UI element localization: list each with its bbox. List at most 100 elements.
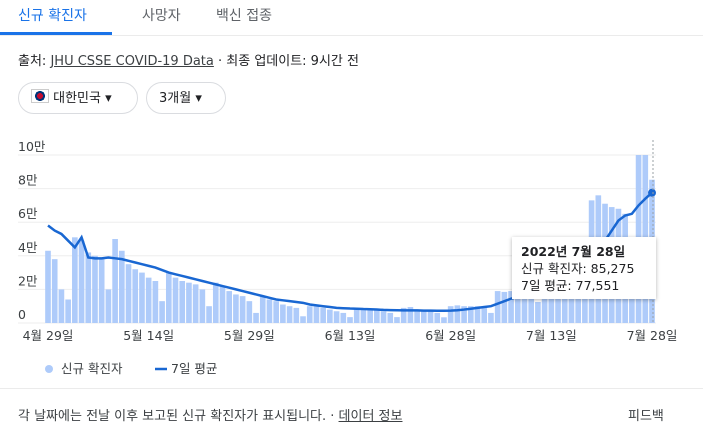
tab-indicator (0, 32, 112, 35)
bar (246, 301, 253, 323)
tab[interactable]: 사망자 (142, 8, 181, 24)
bar (199, 289, 206, 323)
bar (481, 307, 488, 323)
y-tick-label: 2만 (18, 273, 38, 288)
x-tick-label: 5월 29일 (224, 328, 275, 343)
bar (508, 291, 514, 323)
bar (306, 306, 313, 323)
bar (132, 269, 139, 323)
dropdown-label: 3개월 (159, 91, 192, 106)
y-tick-label: 10만 (18, 140, 46, 154)
bar (226, 291, 233, 323)
bar (394, 317, 400, 323)
bar (447, 306, 454, 323)
period-dropdown[interactable]: 3개월 ▾ (146, 82, 226, 114)
source-link[interactable]: JHU CSSE COVID-19 Data (50, 54, 214, 69)
bar (461, 306, 467, 323)
bar (293, 307, 300, 323)
bar (280, 304, 286, 323)
source-prefix: 출처: (18, 54, 47, 69)
tooltip-line: 7일 평균: 77,551 (521, 278, 620, 293)
bar (313, 306, 320, 323)
bar (320, 307, 326, 323)
bar (286, 306, 293, 323)
bar (400, 307, 407, 323)
bar (159, 301, 165, 323)
bar (172, 277, 179, 323)
tab[interactable]: 백신 접종 (216, 8, 272, 24)
divider (0, 35, 703, 36)
bar (521, 289, 528, 323)
bar (427, 311, 434, 323)
y-tick-label: 8만 (18, 173, 38, 188)
legend-label: 신규 확진자 (61, 361, 123, 376)
bar (51, 259, 58, 323)
bar (85, 252, 92, 323)
y-tick-label: 6만 (18, 206, 38, 221)
x-tick-label: 6월 13일 (325, 328, 376, 343)
bar (380, 311, 387, 323)
bar (582, 279, 588, 323)
bar (206, 306, 212, 323)
bar (514, 291, 521, 323)
bar (528, 289, 535, 323)
bar (112, 239, 118, 323)
bar (467, 306, 474, 323)
x-tick-label: 7월 13일 (526, 328, 577, 343)
bar (347, 317, 353, 323)
bar (165, 272, 172, 323)
bar (259, 296, 266, 323)
bar (119, 250, 125, 323)
bar (253, 312, 259, 323)
bar (179, 281, 186, 323)
bar (387, 312, 394, 323)
bar (78, 240, 85, 323)
bar (494, 291, 501, 323)
bar (186, 282, 192, 323)
tooltip-date: 2022년 7월 28일 (521, 244, 626, 259)
bar (367, 309, 373, 323)
bar (125, 264, 132, 323)
bar (266, 299, 273, 323)
bar (65, 299, 71, 323)
bar (152, 281, 159, 323)
bar (454, 305, 461, 323)
legend-label: 7일 평균 (171, 361, 217, 376)
bar (92, 255, 98, 323)
bar (273, 301, 279, 323)
bar (441, 317, 447, 323)
bar (58, 289, 65, 323)
bar (488, 312, 494, 323)
bar (239, 296, 246, 323)
tooltip-line: 신규 확진자: 85,275 (521, 261, 635, 276)
footer-note: 각 날짜에는 전날 이후 보고된 신규 확진자가 표시됩니다. · 데이터 정보 (18, 405, 402, 424)
bar (233, 294, 239, 323)
bar (219, 286, 226, 323)
x-tick-label: 4월 29일 (23, 328, 74, 343)
bar (340, 312, 347, 323)
bar (45, 250, 51, 323)
y-tick-label: 4만 (18, 240, 38, 255)
bar (353, 307, 360, 323)
bar (212, 282, 219, 323)
data-info-link[interactable]: 데이터 정보 (338, 409, 403, 424)
bar (474, 306, 481, 323)
tab[interactable]: 신규 확진자 (18, 8, 87, 24)
x-tick-label: 5월 14일 (123, 328, 174, 343)
flag (31, 89, 49, 103)
bar (192, 284, 199, 323)
dropdown-label: 대한민국 (53, 91, 101, 106)
tooltip: 2022년 7월 28일 신규 확진자: 85,275 7일 평균: 77,55… (512, 237, 656, 299)
bar (72, 237, 78, 323)
country-dropdown[interactable]: 대한민국 ▾ (18, 82, 138, 114)
bar (501, 291, 508, 323)
bar (333, 311, 340, 323)
feedback[interactable]: 피드백 (628, 409, 664, 424)
x-tick-label: 6월 28일 (425, 328, 476, 343)
bar (139, 272, 145, 323)
x-tick-label: 7월 28일 (627, 328, 678, 343)
bar (145, 277, 152, 323)
source: 출처: JHU CSSE COVID-19 Data · 최종 업데이트: 9시… (18, 50, 359, 69)
y-tick-label: 0 (18, 307, 26, 322)
